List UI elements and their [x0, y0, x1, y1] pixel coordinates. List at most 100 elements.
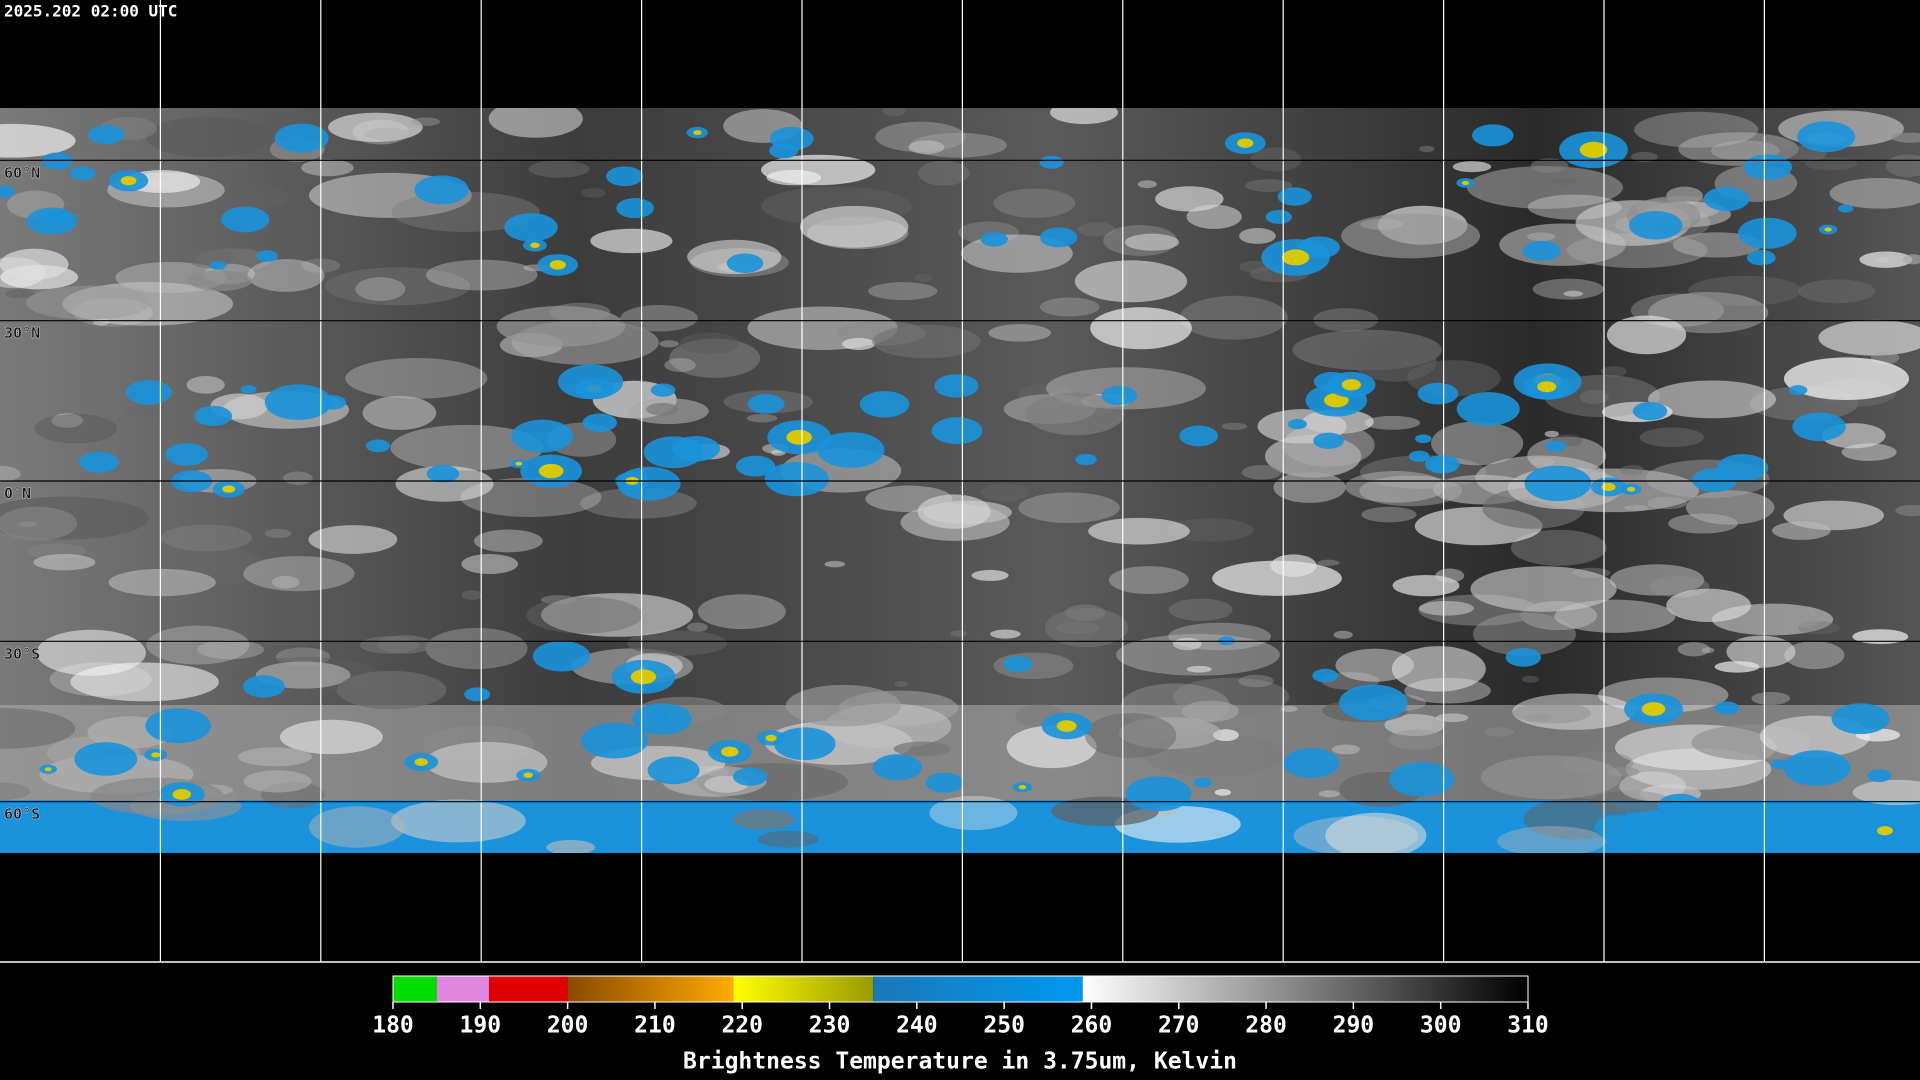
- cloud: [188, 270, 252, 291]
- cloud: [528, 160, 590, 178]
- cloud: [646, 402, 679, 416]
- cold-cloud: [1524, 465, 1592, 502]
- cold-cloud: [1703, 186, 1750, 212]
- cold-cloud: [925, 772, 964, 793]
- cloud: [488, 108, 583, 138]
- very-cold-cloud: [523, 772, 533, 778]
- cloud: [872, 324, 981, 359]
- cloud: [1772, 521, 1831, 540]
- cloud: [697, 594, 786, 630]
- cloud: [1797, 621, 1841, 635]
- cloud: [391, 799, 526, 843]
- cold-cloud: [934, 374, 979, 398]
- colorbar-segment: [873, 976, 1083, 1002]
- colorbar-tick-label: 240: [896, 1013, 938, 1039]
- cloud: [34, 413, 117, 444]
- cloud: [1666, 588, 1752, 622]
- cloud: [1137, 180, 1157, 189]
- cloud: [1273, 471, 1346, 503]
- cold-cloud: [1125, 776, 1192, 812]
- cloud: [785, 684, 901, 727]
- cloud: [620, 304, 698, 332]
- cold-cloud: [872, 754, 922, 781]
- cloud: [993, 188, 1076, 218]
- cloud: [1238, 674, 1274, 688]
- cold-cloud: [735, 455, 776, 477]
- cloud: [526, 596, 643, 634]
- cloud: [1563, 290, 1584, 297]
- very-cold-cloud: [1056, 720, 1077, 732]
- cloud: [980, 483, 1030, 502]
- cold-cloud: [1714, 701, 1740, 715]
- cloud: [1466, 166, 1623, 209]
- cloud: [659, 340, 679, 348]
- cloud: [1579, 389, 1609, 405]
- cloud: [1521, 675, 1540, 683]
- cold-cloud: [650, 383, 676, 397]
- cloud: [1181, 700, 1239, 722]
- cold-cloud: [747, 394, 785, 414]
- cloud: [1143, 734, 1285, 777]
- cloud: [1609, 564, 1705, 596]
- cloud: [1270, 554, 1317, 577]
- cold-cloud: [532, 640, 591, 672]
- cloud: [1280, 705, 1298, 712]
- cold-cloud: [1505, 647, 1542, 667]
- cloud: [231, 185, 289, 208]
- cloud: [36, 629, 146, 676]
- cold-cloud: [1283, 748, 1340, 779]
- cold-cloud: [504, 213, 558, 242]
- cloud: [824, 560, 846, 568]
- cold-cloud: [240, 384, 257, 394]
- cloud: [0, 782, 31, 801]
- very-cold-cloud: [44, 767, 52, 772]
- cloud: [1798, 279, 1876, 304]
- very-cold-cloud: [515, 461, 523, 466]
- cloud: [1619, 771, 1686, 801]
- cold-cloud: [1456, 392, 1520, 426]
- cloud: [238, 747, 312, 767]
- very-cold-cloud: [172, 789, 191, 800]
- latitude-label: 30°S: [4, 645, 40, 663]
- cloud: [72, 298, 153, 327]
- cold-cloud: [1417, 382, 1459, 405]
- very-cold-cloud: [1876, 826, 1893, 836]
- cold-cloud: [1277, 187, 1312, 206]
- cloud: [1333, 630, 1353, 639]
- cloud: [917, 494, 991, 529]
- cloud: [875, 121, 966, 152]
- cloud: [1510, 529, 1607, 566]
- cold-cloud: [145, 708, 212, 744]
- very-cold-cloud: [530, 242, 540, 249]
- colorbar-tick-label: 200: [547, 1013, 589, 1039]
- cold-cloud: [74, 742, 138, 776]
- cloud: [62, 282, 234, 326]
- cloud: [0, 708, 76, 749]
- cloud: [1168, 598, 1233, 622]
- colorbar-segment: [489, 976, 568, 1002]
- very-cold-cloud: [1579, 141, 1608, 158]
- cloud: [627, 630, 728, 656]
- cloud: [1039, 297, 1100, 317]
- cold-cloud: [274, 123, 329, 153]
- cold-cloud: [1179, 425, 1219, 447]
- colorbar-tick-label: 280: [1245, 1013, 1287, 1039]
- cold-cloud: [1265, 209, 1292, 224]
- cloud: [988, 324, 1051, 342]
- colorbar-tick-label: 210: [634, 1013, 676, 1039]
- cold-cloud: [318, 395, 347, 410]
- cold-cloud: [1193, 777, 1212, 788]
- cloud: [1221, 422, 1248, 431]
- cloud: [1639, 427, 1704, 448]
- cloud: [1600, 366, 1627, 377]
- cloud: [1902, 254, 1920, 265]
- cloud: [1513, 702, 1592, 724]
- cloud: [799, 205, 909, 248]
- cloud: [580, 187, 607, 198]
- cloud: [308, 525, 398, 554]
- cloud: [1688, 275, 1803, 306]
- very-cold-cloud: [630, 669, 657, 685]
- cold-cloud: [165, 443, 208, 466]
- cold-cloud: [79, 451, 119, 473]
- cloud: [893, 741, 952, 757]
